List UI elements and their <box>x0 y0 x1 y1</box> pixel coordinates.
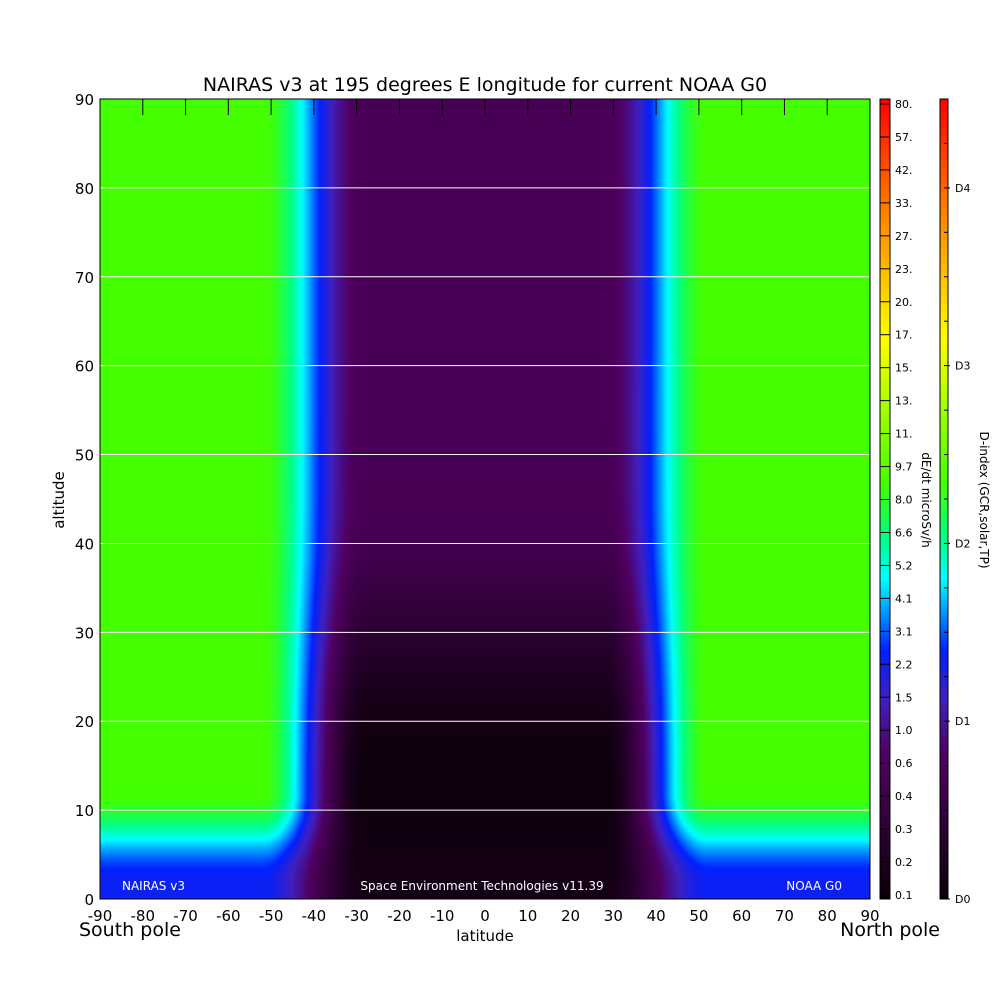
heatmap-field <box>100 99 870 899</box>
dose-tick-label: 0.4 <box>895 790 913 803</box>
dose-tick-label: 6.6 <box>895 526 913 539</box>
x-tick-label: 60 <box>732 907 751 925</box>
dose-tick-label: 20. <box>895 296 913 309</box>
dose-tick-label: 4.1 <box>895 592 913 605</box>
dose-tick-label: 27. <box>895 230 913 243</box>
x-tick-label: -40 <box>302 907 327 925</box>
y-tick-label: 30 <box>75 624 94 642</box>
y-tick-label: 40 <box>75 535 94 553</box>
dose-colorbar-ticks: 0.1 0.2 0.3 0.4 0.6 1.0 1.5 2.2 3.1 4.1 5.2 6.6 8.0 9… <box>880 98 913 902</box>
x-tick-label: -30 <box>344 907 369 925</box>
dose-tick-label: 23. <box>895 263 913 276</box>
y-axis-tick-labels: 0 10 20 30 40 50 60 70 80 90 <box>75 91 94 909</box>
dindex-colorbar-ticks: D0 D1 D2 D3 D4 <box>944 142 970 906</box>
x-tick-label: 80 <box>818 907 837 925</box>
dose-tick-label: 15. <box>895 362 913 375</box>
dose-tick-label: 8.0 <box>895 494 913 507</box>
dindex-tick-label: D1 <box>955 715 970 728</box>
y-tick-label: 50 <box>75 447 94 465</box>
dose-tick-label: 17. <box>895 329 913 342</box>
dose-tick-label: 1.0 <box>895 724 913 737</box>
dindex-tick-label: D4 <box>955 182 970 195</box>
dindex-tick-label: D2 <box>955 537 970 550</box>
dose-tick-label: 42. <box>895 164 913 177</box>
y-tick-label: 90 <box>75 91 94 109</box>
y-tick-label: 20 <box>75 713 94 731</box>
x-tick-label: -80 <box>131 907 156 925</box>
y-tick-label: 60 <box>75 358 94 376</box>
gridlines <box>100 187 870 811</box>
dose-tick-label: 2.2 <box>895 658 913 671</box>
x-tick-label: -60 <box>216 907 241 925</box>
dindex-colorbar-label: D-index (GCR,solar,TP) <box>977 431 991 568</box>
dose-tick-label: 11. <box>895 428 913 441</box>
dose-tick-label: 3.1 <box>895 625 913 638</box>
annotation-left: NAIRAS v3 <box>122 879 185 893</box>
dose-tick-label: 57. <box>895 131 913 144</box>
x-tick-label: 40 <box>647 907 666 925</box>
x-tick-label: 30 <box>604 907 623 925</box>
dose-tick-label: 0.3 <box>895 823 913 836</box>
x-tick-label: -70 <box>173 907 198 925</box>
x-tick-label: -50 <box>259 907 284 925</box>
x-tick-label: 10 <box>518 907 537 925</box>
dindex-tick-label: D0 <box>955 893 970 906</box>
y-tick-label: 0 <box>84 891 94 909</box>
y-tick-label: 80 <box>75 180 94 198</box>
dose-tick-label: 13. <box>895 395 913 408</box>
y-tick-label: 70 <box>75 269 94 287</box>
dose-tick-label: 33. <box>895 197 913 210</box>
y-tick-label: 10 <box>75 802 94 820</box>
dose-tick-label: 9.7 <box>895 461 913 474</box>
dose-tick-label: 1.5 <box>895 691 913 704</box>
y-axis-label: altitude <box>50 471 68 529</box>
chart-title: NAIRAS v3 at 195 degrees E longitude for… <box>203 74 767 96</box>
dose-tick-label: 5.2 <box>895 559 913 572</box>
x-tick-label: -20 <box>387 907 412 925</box>
annotation-right: NOAA G0 <box>786 879 842 893</box>
dose-colorbar: 0.1 0.2 0.3 0.4 0.6 1.0 1.5 2.2 3.1 4.1 5.2 6.6 8.0 9… <box>879 98 933 902</box>
x-tick-label: 20 <box>561 907 580 925</box>
x-tick-label: 90 <box>860 907 879 925</box>
x-tick-label: 0 <box>480 907 490 925</box>
annotation-center: Space Environment Technologies v11.39 <box>360 879 603 893</box>
x-tick-label: -90 <box>88 907 113 925</box>
heatmap-plot-area: NAIRAS v3 Space Environment Technologies… <box>99 98 871 900</box>
x-tick-label: 70 <box>775 907 794 925</box>
x-tick-label: -10 <box>430 907 455 925</box>
dose-colorbar-label: dE/dt microSv/h <box>919 452 933 547</box>
x-tick-label: 50 <box>689 907 708 925</box>
dose-tick-label: 0.1 <box>895 889 913 902</box>
dindex-tick-label: D3 <box>955 360 970 373</box>
dindex-colorbar: D0 D1 D2 D3 D4 D-index (GCR,solar,TP) <box>939 98 991 906</box>
dose-tick-label: 0.6 <box>895 757 913 770</box>
dose-tick-label: 80. <box>895 98 913 111</box>
dose-tick-label: 0.2 <box>895 856 913 869</box>
x-axis-tick-labels: -90 -80 -70 -60 -50 -40 -30 -20 -10 0 10 20 30 40 50 60… <box>88 907 880 925</box>
north-pole-label: North pole <box>840 919 940 941</box>
x-top-ticks <box>99 99 871 115</box>
south-pole-label: South pole <box>79 919 181 941</box>
x-axis-label: latitude <box>456 927 514 945</box>
